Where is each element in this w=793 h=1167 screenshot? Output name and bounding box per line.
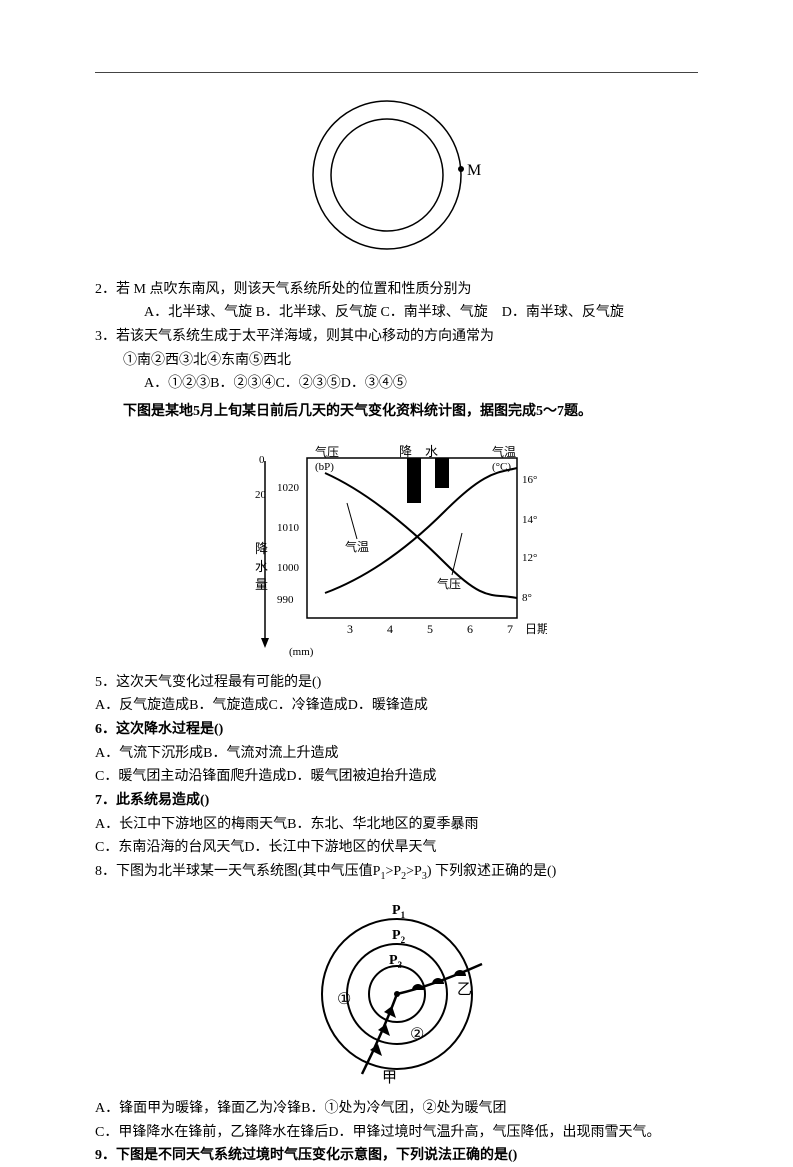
precip-v-2: 水 <box>255 559 268 574</box>
precip-v-1: 降 <box>255 541 268 556</box>
precip-bar-2 <box>435 458 449 488</box>
ltick-3: 990 <box>277 594 294 606</box>
lead-5-7: 下图是某地5月上旬某日前后几天的天气变化资料统计图，据图完成5～7题。 <box>95 401 698 423</box>
right-title: 气温 <box>492 444 516 459</box>
precip-top: 0 <box>259 454 265 466</box>
q2-stem: 2．若 M 点吹东南风，则该天气系统所处的位置和性质分别为 <box>95 279 698 301</box>
q5-options: A．反气旋造成B．气旋造成C．冷锋造成D．暖锋造成 <box>95 695 698 717</box>
rtick-1: 14° <box>522 514 537 526</box>
q9-stem: 9．下图是不同天气系统过境时气压变化示意图，下列说法正确的是() <box>95 1145 698 1167</box>
lab2: ② <box>410 1026 424 1043</box>
lab-yi: 乙 <box>457 982 472 998</box>
xt-2: 5 <box>427 622 433 636</box>
q8-stem: 8．下图为北半球某一天气系统图(其中气压值P1>P2>P3) 下列叙述正确的是(… <box>95 861 698 884</box>
xt-4: 7 <box>507 622 513 636</box>
press-label: 气压 <box>437 576 461 591</box>
rtick-2: 12° <box>522 552 537 564</box>
q3-options: A．①②③B．②③④C．②③⑤D．③④⑤ <box>95 373 698 395</box>
q3-stem: 3．若该天气系统生成于太平洋海域，则其中心移动的方向通常为 <box>95 326 698 348</box>
q6-stem: 6．这次降水过程是() <box>95 719 698 741</box>
ltick-0: 1020 <box>277 482 300 494</box>
circles-svg: M <box>272 85 522 265</box>
inner-circle <box>331 119 443 231</box>
precip-unit: (mm) <box>289 646 314 658</box>
outer-circle <box>313 101 461 249</box>
q8-line1: A．锋面甲为暖锋，锋面乙为冷锋B．①处为冷气团，②处为暖气团 <box>95 1098 698 1120</box>
ltick-2: 1000 <box>277 562 300 574</box>
press-leader <box>452 533 462 575</box>
m-label: M <box>467 162 481 179</box>
q7-line2: C．东南沿海的台风天气D．长江中下游地区的伏旱天气 <box>95 837 698 859</box>
q5-stem: 5．这次天气变化过程最有可能的是() <box>95 672 698 694</box>
m-dot <box>458 166 464 172</box>
figure-3: P1 P2 P3 ① ② 乙 甲 <box>95 894 698 1092</box>
left-title: 气压 <box>315 444 339 459</box>
xt-1: 4 <box>387 622 393 636</box>
left-unit: (bP) <box>315 461 334 473</box>
q6-line2: C．暖气团主动沿锋面爬升造成D．暖气团被迫抬升造成 <box>95 766 698 788</box>
p3: P3 <box>389 953 403 970</box>
figure-2: 气压 (bP) 降 水 气温 (°C) 1020 1010 1000 990 1… <box>95 433 698 666</box>
precip-v-3: 量 <box>255 577 268 592</box>
lab1: ① <box>337 991 351 1008</box>
q7-stem: 7．此系统易造成() <box>95 790 698 812</box>
exam-page: M 2．若 M 点吹东南风，则该天气系统所处的位置和性质分别为 A．北半球、气旋… <box>0 0 793 1122</box>
figure-1: M <box>95 85 698 273</box>
q7-line1: A．长江中下游地区的梅雨天气B．东北、华北地区的夏季暴雨 <box>95 814 698 836</box>
q3-items: ①南②西③北④东南⑤西北 <box>95 350 698 372</box>
xt-3: 6 <box>467 622 473 636</box>
top-rule <box>95 72 698 73</box>
center-label: 降 水 <box>399 444 438 459</box>
weather-chart-svg: 气压 (bP) 降 水 气温 (°C) 1020 1010 1000 990 1… <box>247 433 547 658</box>
q2-options: A．北半球、气旋 B．北半球、反气旋 C．南半球、气旋 D．南半球、反气旋 <box>95 302 698 324</box>
cyclone-svg: P1 P2 P3 ① ② 乙 甲 <box>292 894 502 1084</box>
x-label: 日期 <box>525 622 547 636</box>
precip-bar-1 <box>407 458 421 503</box>
rtick-3: 8° <box>522 592 532 604</box>
p1: P1 <box>392 903 406 920</box>
p2: P2 <box>392 928 406 945</box>
temp-label: 气温 <box>345 539 369 554</box>
q6-line1: A．气流下沉形成B．气流对流上升造成 <box>95 743 698 765</box>
precip-arrow <box>261 638 269 648</box>
lab-jia: 甲 <box>382 1070 397 1084</box>
q8-line2: C．甲锋降水在锋前，乙锋降水在锋后D．甲锋过境时气温升高，气压降低，出现雨雪天气… <box>95 1122 698 1144</box>
temp-leader <box>347 503 357 539</box>
ltick-1: 1010 <box>277 522 300 534</box>
xt-0: 3 <box>347 622 353 636</box>
rtick-0: 16° <box>522 474 537 486</box>
